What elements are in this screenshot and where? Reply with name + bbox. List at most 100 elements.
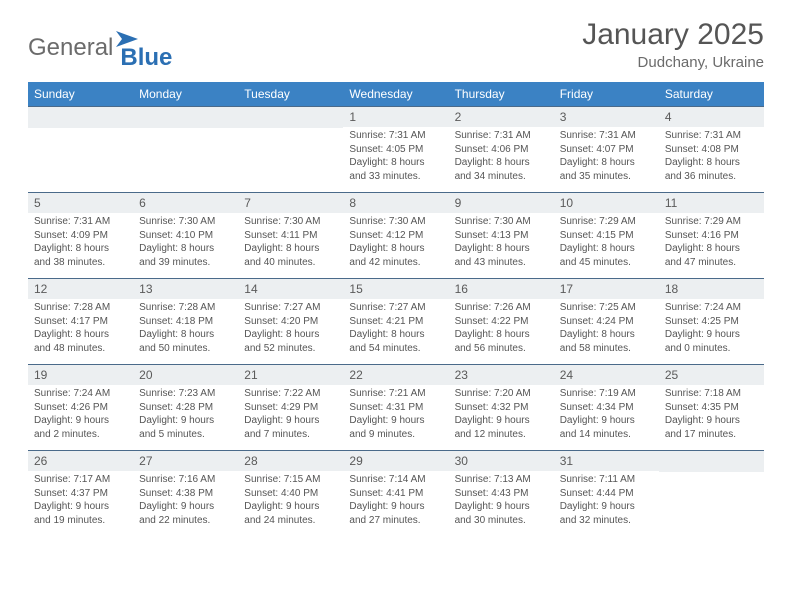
sunset-text: Sunset: 4:44 PM [560,487,653,501]
day-number: 9 [449,192,554,213]
calendar-day-cell: 11 Sunrise: 7:29 AMSunset: 4:16 PMDayligh… [659,192,764,278]
location-label: Dudchany, Ukraine [582,54,764,71]
sunrise-text: Sunrise: 7:15 AM [244,473,337,487]
daylight-line1: Daylight: 8 hours [139,242,232,256]
daylight-line1: Daylight: 8 hours [665,242,758,256]
day-number: 10 [554,192,659,213]
sunrise-text: Sunrise: 7:20 AM [455,387,548,401]
calendar-day-cell [659,450,764,536]
day-number: 15 [343,278,448,299]
day-number: 29 [343,450,448,471]
daylight-line1: Daylight: 9 hours [560,414,653,428]
daylight-line2: and 12 minutes. [455,428,548,442]
day-number: 6 [133,192,238,213]
daylight-line1: Daylight: 9 hours [34,500,127,514]
sunrise-text: Sunrise: 7:31 AM [455,129,548,143]
daylight-line1: Daylight: 9 hours [665,414,758,428]
daylight-line2: and 39 minutes. [139,256,232,270]
calendar-day-cell: 27Sunrise: 7:16 AMSunset: 4:38 PMDayligh… [133,450,238,536]
calendar-day-cell: 31Sunrise: 7:11 AMSunset: 4:44 PMDayligh… [554,450,659,536]
daylight-line1: Daylight: 9 hours [455,414,548,428]
sunrise-text: Sunrise: 7:17 AM [34,473,127,487]
day-details: Sunrise: 7:15 AMSunset: 4:40 PMDaylight:… [238,471,343,531]
calendar-day-cell: 29Sunrise: 7:14 AMSunset: 4:41 PMDayligh… [343,450,448,536]
daylight-line2: and 9 minutes. [349,428,442,442]
day-details: Sunrise: 7:14 AMSunset: 4:41 PMDaylight:… [343,471,448,531]
daylight-line2: and 47 minutes. [665,256,758,270]
daylight-line1: Daylight: 8 hours [139,328,232,342]
day-number: 24 [554,364,659,385]
weekday-header: Sunday [28,82,133,106]
daylight-line1: Daylight: 8 hours [244,242,337,256]
daylight-line1: Daylight: 9 hours [244,500,337,514]
day-number: 14 [238,278,343,299]
calendar-day-cell: 18Sunrise: 7:24 AMSunset: 4:25 PMDayligh… [659,278,764,364]
day-details: Sunrise: 7:26 AMSunset: 4:22 PMDaylight:… [449,299,554,359]
daylight-line1: Daylight: 8 hours [244,328,337,342]
sunrise-text: Sunrise: 7:25 AM [560,301,653,315]
sunrise-text: Sunrise: 7:14 AM [349,473,442,487]
calendar-day-cell: 26Sunrise: 7:17 AMSunset: 4:37 PMDayligh… [28,450,133,536]
daylight-line2: and 32 minutes. [560,514,653,528]
calendar-table: SundayMondayTuesdayWednesdayThursdayFrid… [28,82,764,536]
sunset-text: Sunset: 4:16 PM [665,229,758,243]
sunrise-text: Sunrise: 7:31 AM [665,129,758,143]
daylight-line2: and 45 minutes. [560,256,653,270]
calendar-day-cell: 12Sunrise: 7:28 AMSunset: 4:17 PMDayligh… [28,278,133,364]
daylight-line2: and 40 minutes. [244,256,337,270]
sunrise-text: Sunrise: 7:29 AM [665,215,758,229]
sunrise-text: Sunrise: 7:31 AM [560,129,653,143]
daylight-line2: and 58 minutes. [560,342,653,356]
daylight-line2: and 42 minutes. [349,256,442,270]
sunrise-text: Sunrise: 7:28 AM [34,301,127,315]
day-details: Sunrise: 7:30 AMSunset: 4:10 PMDaylight:… [133,213,238,273]
day-number: 5 [28,192,133,213]
daylight-line2: and 35 minutes. [560,170,653,184]
daylight-line1: Daylight: 9 hours [665,328,758,342]
calendar-day-cell [28,106,133,192]
daylight-line2: and 54 minutes. [349,342,442,356]
daylight-line2: and 22 minutes. [139,514,232,528]
calendar-day-cell: 9Sunrise: 7:30 AMSunset: 4:13 PMDaylight… [449,192,554,278]
sunset-text: Sunset: 4:07 PM [560,143,653,157]
daylight-line1: Daylight: 9 hours [139,500,232,514]
calendar-week-row: 5Sunrise: 7:31 AMSunset: 4:09 PMDaylight… [28,192,764,278]
calendar-day-cell: 20Sunrise: 7:23 AMSunset: 4:28 PMDayligh… [133,364,238,450]
sunset-text: Sunset: 4:28 PM [139,401,232,415]
calendar-body: 1Sunrise: 7:31 AMSunset: 4:05 PMDaylight… [28,106,764,536]
day-number: 19 [28,364,133,385]
weekday-header: Monday [133,82,238,106]
weekday-header: Thursday [449,82,554,106]
daylight-line2: and 0 minutes. [665,342,758,356]
weekday-header: Wednesday [343,82,448,106]
sunrise-text: Sunrise: 7:13 AM [455,473,548,487]
day-number: 31 [554,450,659,471]
sunset-text: Sunset: 4:26 PM [34,401,127,415]
day-number: 1 [343,106,448,127]
sunrise-text: Sunrise: 7:11 AM [560,473,653,487]
sunset-text: Sunset: 4:15 PM [560,229,653,243]
day-details: Sunrise: 7:25 AMSunset: 4:24 PMDaylight:… [554,299,659,359]
daylight-line2: and 17 minutes. [665,428,758,442]
sunrise-text: Sunrise: 7:30 AM [139,215,232,229]
sunset-text: Sunset: 4:12 PM [349,229,442,243]
day-number: 16 [449,278,554,299]
sunset-text: Sunset: 4:09 PM [34,229,127,243]
day-number: 11 [659,192,764,213]
sunrise-text: Sunrise: 7:24 AM [665,301,758,315]
day-details: Sunrise: 7:30 AMSunset: 4:12 PMDaylight:… [343,213,448,273]
day-details: Sunrise: 7:29 AMSunset: 4:15 PMDaylight:… [554,213,659,273]
sunset-text: Sunset: 4:18 PM [139,315,232,329]
calendar-day-cell: 14Sunrise: 7:27 AMSunset: 4:20 PMDayligh… [238,278,343,364]
day-number: 27 [133,450,238,471]
calendar-day-cell [133,106,238,192]
sunrise-text: Sunrise: 7:24 AM [34,387,127,401]
day-details: Sunrise: 7:24 AMSunset: 4:26 PMDaylight:… [28,385,133,445]
daylight-line2: and 50 minutes. [139,342,232,356]
daylight-line2: and 52 minutes. [244,342,337,356]
daylight-line2: and 7 minutes. [244,428,337,442]
day-details: Sunrise: 7:13 AMSunset: 4:43 PMDaylight:… [449,471,554,531]
calendar-day-cell: 15Sunrise: 7:27 AMSunset: 4:21 PMDayligh… [343,278,448,364]
calendar-day-cell: 16Sunrise: 7:26 AMSunset: 4:22 PMDayligh… [449,278,554,364]
day-number: 30 [449,450,554,471]
